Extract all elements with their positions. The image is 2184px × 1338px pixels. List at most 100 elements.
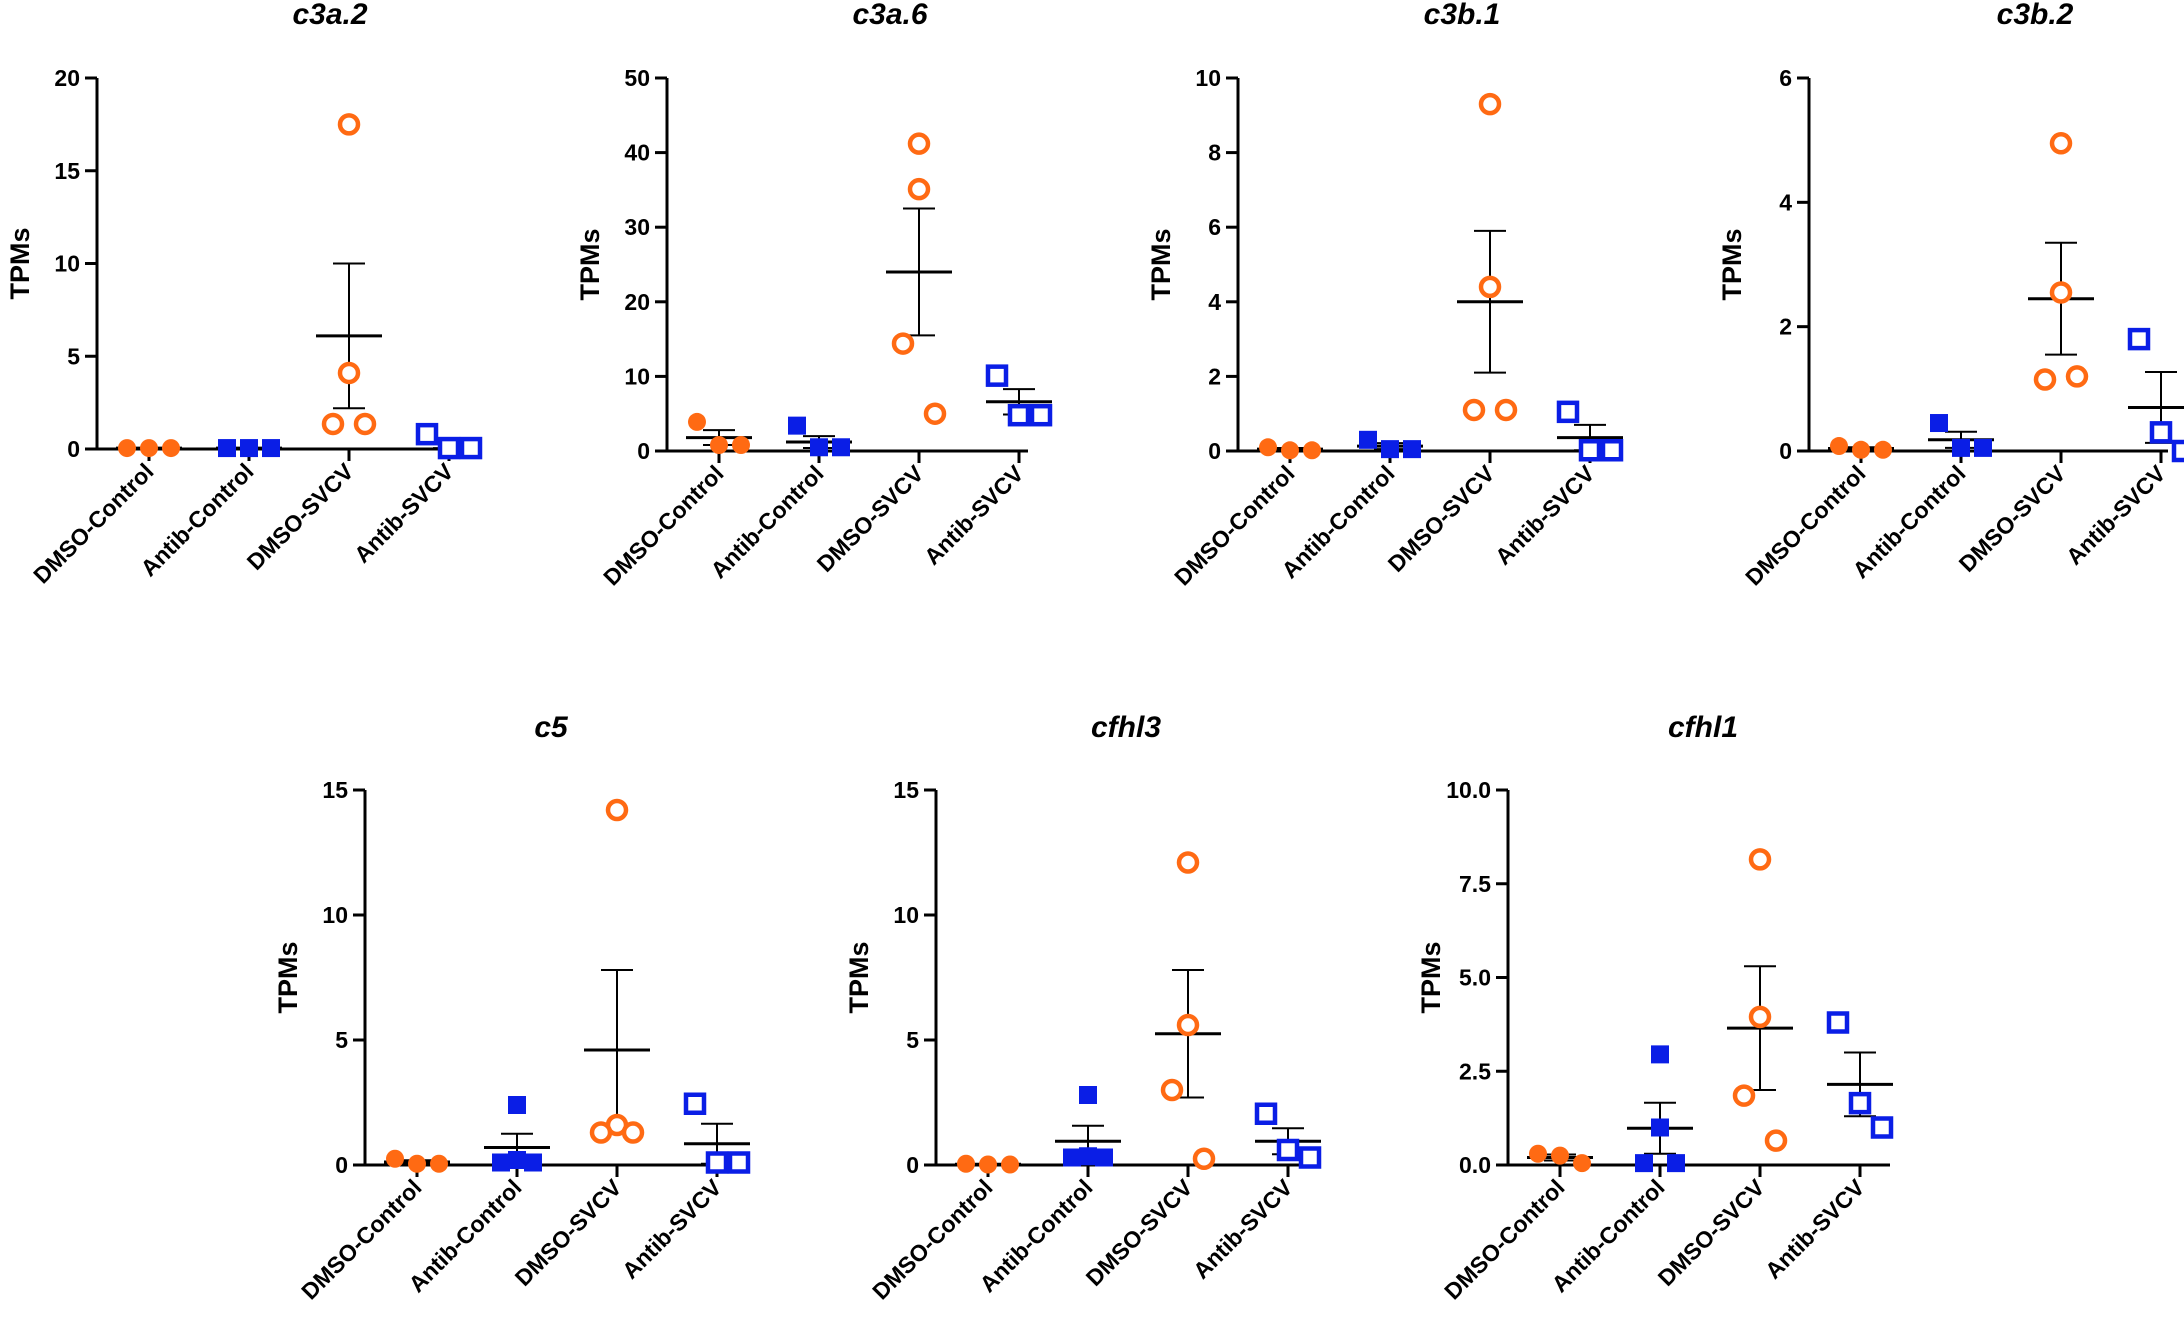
- data-point: [508, 1096, 526, 1114]
- data-point: [1764, 1129, 1788, 1152]
- data-point: [1870, 1116, 1894, 1139]
- y-tick-label: 10: [893, 902, 919, 928]
- y-tick-label: 10: [322, 902, 348, 928]
- data-point: [1551, 1146, 1569, 1165]
- data-point: [1556, 400, 1580, 424]
- data-point: [1974, 438, 1992, 457]
- data-point: [732, 436, 750, 455]
- data-point: [1732, 1084, 1756, 1107]
- data-point: [2033, 368, 2057, 391]
- chart-title: cfhl3: [1091, 711, 1161, 744]
- data-point: [621, 1121, 645, 1144]
- data-point: [1667, 1154, 1685, 1173]
- data-point: [415, 422, 439, 446]
- data-point: [2065, 365, 2089, 388]
- y-axis-label: TPMs: [1717, 228, 1747, 300]
- data-point: [162, 439, 180, 458]
- data-point: [459, 436, 483, 460]
- chart-title: c3a.2: [292, 0, 367, 31]
- data-point: [1830, 437, 1848, 456]
- y-tick-label: 0.0: [1459, 1152, 1491, 1178]
- chart-title: c3b.2: [1997, 0, 2074, 31]
- y-tick-label: 5: [906, 1027, 919, 1053]
- y-tick-label: 20: [54, 65, 80, 91]
- data-point: [985, 364, 1009, 387]
- data-point: [1600, 439, 1624, 462]
- data-point: [1079, 1147, 1097, 1166]
- data-point: [1176, 1013, 1200, 1037]
- x-category-label: DMSO-SVCV: [1954, 460, 2071, 577]
- x-category-label: DMSO-Control: [598, 460, 728, 590]
- data-point: [1281, 441, 1299, 460]
- data-point: [353, 412, 377, 436]
- data-point: [1095, 1148, 1113, 1167]
- x-category-label: DMSO-Control: [867, 1174, 997, 1304]
- x-category-label: Antib-SVCV: [2061, 460, 2171, 570]
- chart-panel-c3b.1: c3b.1TPMs0246810DMSO-ControlAntib-Contro…: [1146, 0, 1624, 591]
- y-tick-label: 6: [1779, 65, 1792, 91]
- data-point: [2049, 281, 2073, 304]
- y-tick-label: 4: [1208, 289, 1221, 315]
- chart-title: c3b.1: [1424, 0, 1501, 31]
- data-point: [262, 439, 280, 458]
- data-point: [1651, 1045, 1669, 1064]
- data-point: [1160, 1078, 1184, 1102]
- x-category-label: Antib-SVCV: [349, 458, 459, 568]
- data-point: [1952, 438, 1970, 457]
- data-point: [1192, 1147, 1216, 1170]
- data-point: [437, 436, 461, 460]
- data-point: [1635, 1154, 1653, 1173]
- data-point: [337, 361, 361, 385]
- y-tick-label: 0: [335, 1152, 348, 1178]
- data-point: [1462, 398, 1486, 422]
- y-axis-label: TPMs: [5, 227, 35, 299]
- y-tick-label: 0: [1779, 438, 1792, 464]
- data-point: [1359, 430, 1377, 449]
- y-tick-label: 50: [624, 65, 650, 91]
- chart-title: c5: [534, 711, 569, 744]
- data-point: [408, 1154, 426, 1173]
- y-axis-label: TPMs: [1416, 941, 1446, 1013]
- data-point: [1651, 1118, 1669, 1137]
- data-point: [710, 436, 728, 455]
- y-tick-label: 2: [1208, 363, 1221, 389]
- data-point: [907, 132, 931, 155]
- y-tick-label: 2: [1779, 314, 1792, 340]
- x-category-label: DMSO-SVCV: [510, 1174, 627, 1291]
- y-tick-label: 10: [624, 363, 650, 389]
- data-point: [386, 1149, 404, 1168]
- data-point: [118, 439, 136, 458]
- data-point: [1298, 1146, 1322, 1169]
- x-category-label: DMSO-SVCV: [242, 458, 359, 575]
- y-tick-label: 15: [322, 777, 348, 803]
- data-point: [218, 439, 236, 458]
- data-point: [1176, 851, 1200, 874]
- data-point: [788, 416, 806, 435]
- x-category-label: Antib-SVCV: [1760, 1174, 1870, 1284]
- x-category-label: DMSO-Control: [1439, 1174, 1569, 1304]
- data-point: [1478, 275, 1502, 299]
- y-tick-label: 7.5: [1459, 871, 1491, 897]
- data-point: [1852, 440, 1870, 459]
- data-point: [1826, 1011, 1850, 1034]
- data-point: [1578, 439, 1602, 462]
- y-tick-label: 0: [1208, 438, 1221, 464]
- x-category-label: Antib-SVCV: [919, 460, 1029, 570]
- data-point: [1478, 92, 1502, 116]
- data-point: [688, 412, 706, 431]
- data-point: [240, 439, 258, 458]
- data-point: [140, 439, 158, 458]
- y-tick-label: 10: [54, 251, 80, 277]
- data-point: [492, 1153, 510, 1172]
- x-category-label: Antib-SVCV: [1490, 460, 1600, 570]
- data-point: [321, 412, 345, 436]
- data-point: [891, 332, 915, 355]
- data-point: [1748, 1005, 1772, 1029]
- x-category-label: Antib-SVCV: [1188, 1174, 1298, 1284]
- data-point: [1259, 438, 1277, 457]
- y-tick-label: 5: [67, 343, 80, 369]
- y-tick-label: 0: [67, 436, 80, 462]
- y-tick-label: 0: [906, 1152, 919, 1178]
- chart-title: cfhl1: [1668, 711, 1738, 744]
